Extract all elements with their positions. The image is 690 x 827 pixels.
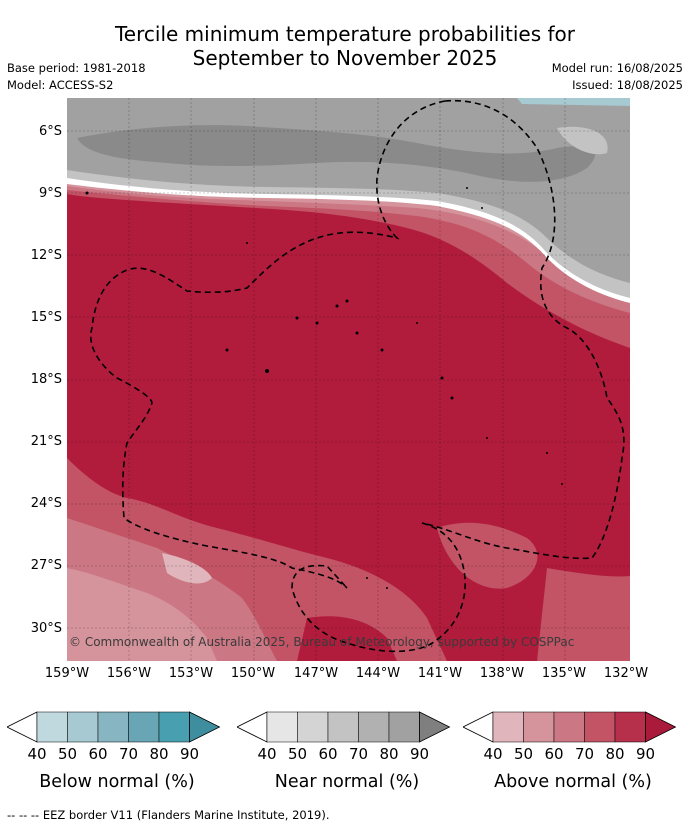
- lat-tick: 27°S: [30, 558, 62, 573]
- colorbar-segment: [358, 711, 390, 743]
- colorbar-segment: [97, 711, 129, 743]
- meta-left: Base period: 1981-2018 Model: ACCESS-S2: [7, 60, 146, 94]
- eez-footnote: -- -- -- EEZ border V11 (Flanders Marine…: [7, 808, 330, 822]
- probability-map: [67, 98, 630, 661]
- colorbar-tick-label: 60: [88, 745, 108, 763]
- colorbar-tick-label: 50: [57, 745, 78, 763]
- below-normal-legend-title: Below normal (%): [39, 772, 195, 792]
- colorbar-segment: [158, 711, 190, 743]
- colorbar-segment: [492, 711, 524, 743]
- colorbar-segment: [266, 711, 298, 743]
- map-title: Tercile minimum temperature probabilitie…: [0, 22, 690, 70]
- below-normal-colorbar: [7, 711, 221, 743]
- colorbar-segment: [553, 711, 585, 743]
- meta-right: Model run: 16/08/2025 Issued: 18/08/2025: [552, 60, 683, 94]
- lat-tick: 24°S: [30, 496, 62, 511]
- above-normal-colorbar: [463, 711, 677, 743]
- colorbar-segment: [128, 711, 160, 743]
- colorbar-tick-label: 60: [544, 745, 564, 763]
- near-normal-colorbar: [237, 711, 451, 743]
- colorbar-segment: [388, 711, 420, 743]
- colorbar-segment: [297, 711, 329, 743]
- colorbar-segment: [614, 711, 646, 743]
- map-svg: [67, 98, 630, 661]
- lon-tick: 138°W: [479, 666, 525, 681]
- lat-tick: 9°S: [38, 186, 62, 201]
- colorbar-tick-label: 50: [513, 745, 534, 763]
- colorbar-tick-label: 60: [318, 745, 338, 763]
- lon-tick: 147°W: [293, 666, 339, 681]
- colorbar-under-arrow: [237, 711, 268, 743]
- lon-tick: 132°W: [603, 666, 649, 681]
- lon-tick: 156°W: [106, 666, 152, 681]
- colorbar-tick-label: 70: [118, 745, 139, 763]
- colorbar-tick-label: 80: [605, 745, 625, 763]
- above-60-zone: [67, 568, 217, 661]
- colorbar-under-arrow: [463, 711, 494, 743]
- colorbar-segment: [584, 711, 616, 743]
- colorbar-segment: [523, 711, 555, 743]
- colorbar-tick-label: 80: [379, 745, 399, 763]
- colorbar-tick-label: 70: [574, 745, 595, 763]
- colorbar-segment: [36, 711, 68, 743]
- lat-tick: 12°S: [30, 248, 62, 263]
- colorbar-over-arrow: [645, 711, 677, 743]
- colorbar-tick-label: 50: [287, 745, 308, 763]
- title-line-1: Tercile minimum temperature probabilitie…: [114, 22, 576, 46]
- colorbar-tick-label: 40: [483, 745, 503, 763]
- issued-date: Issued: 18/08/2025: [572, 78, 683, 92]
- near-90-core: [77, 125, 596, 182]
- colorbar-tick-label: 90: [179, 745, 200, 763]
- above-50-patch: [162, 553, 212, 584]
- copyright-text: © Commonwealth of Australia 2025, Bureau…: [69, 635, 575, 649]
- near-light-patch: [557, 126, 608, 155]
- colorbar-tick-label: 90: [409, 745, 430, 763]
- near-normal-legend-title: Near normal (%): [274, 772, 420, 792]
- colorbar-tick-label: 40: [257, 745, 277, 763]
- model-run: Model run: 16/08/2025: [551, 61, 683, 75]
- colorbar-tick-label: 70: [348, 745, 369, 763]
- lon-tick: 159°W: [44, 666, 90, 681]
- lon-tick: 153°W: [168, 666, 214, 681]
- colorbar-tick-label: 40: [27, 745, 47, 763]
- base-period: Base period: 1981-2018: [7, 61, 146, 75]
- islands: [85, 187, 563, 589]
- colorbar-segment: [327, 711, 359, 743]
- above-normal-legend-title: Above normal (%): [494, 772, 652, 792]
- colorbar-tick-label: 80: [149, 745, 169, 763]
- below-normal-patch: [517, 98, 630, 106]
- above-80-east-patch: [437, 522, 538, 589]
- lat-tick: 18°S: [30, 372, 62, 387]
- lon-tick: 141°W: [417, 666, 463, 681]
- lat-tick: 21°S: [30, 434, 62, 449]
- model-name: Model: ACCESS-S2: [7, 78, 114, 92]
- lat-tick: 15°S: [30, 310, 62, 325]
- colorbar-segment: [67, 711, 99, 743]
- colorbar-under-arrow: [7, 711, 38, 743]
- grid-lines: [67, 98, 630, 661]
- lon-tick: 135°W: [541, 666, 587, 681]
- lat-tick: 6°S: [38, 124, 62, 139]
- lon-tick: 150°W: [230, 666, 276, 681]
- colorbar-over-arrow: [419, 711, 451, 743]
- colorbar-over-arrow: [189, 711, 221, 743]
- colorbar-tick-label: 90: [635, 745, 656, 763]
- lat-tick: 30°S: [30, 621, 62, 636]
- lon-tick: 144°W: [355, 666, 401, 681]
- above-80-southeast: [537, 568, 630, 661]
- eez-borders: [90, 99, 625, 653]
- title-line-2: September to November 2025: [192, 46, 498, 70]
